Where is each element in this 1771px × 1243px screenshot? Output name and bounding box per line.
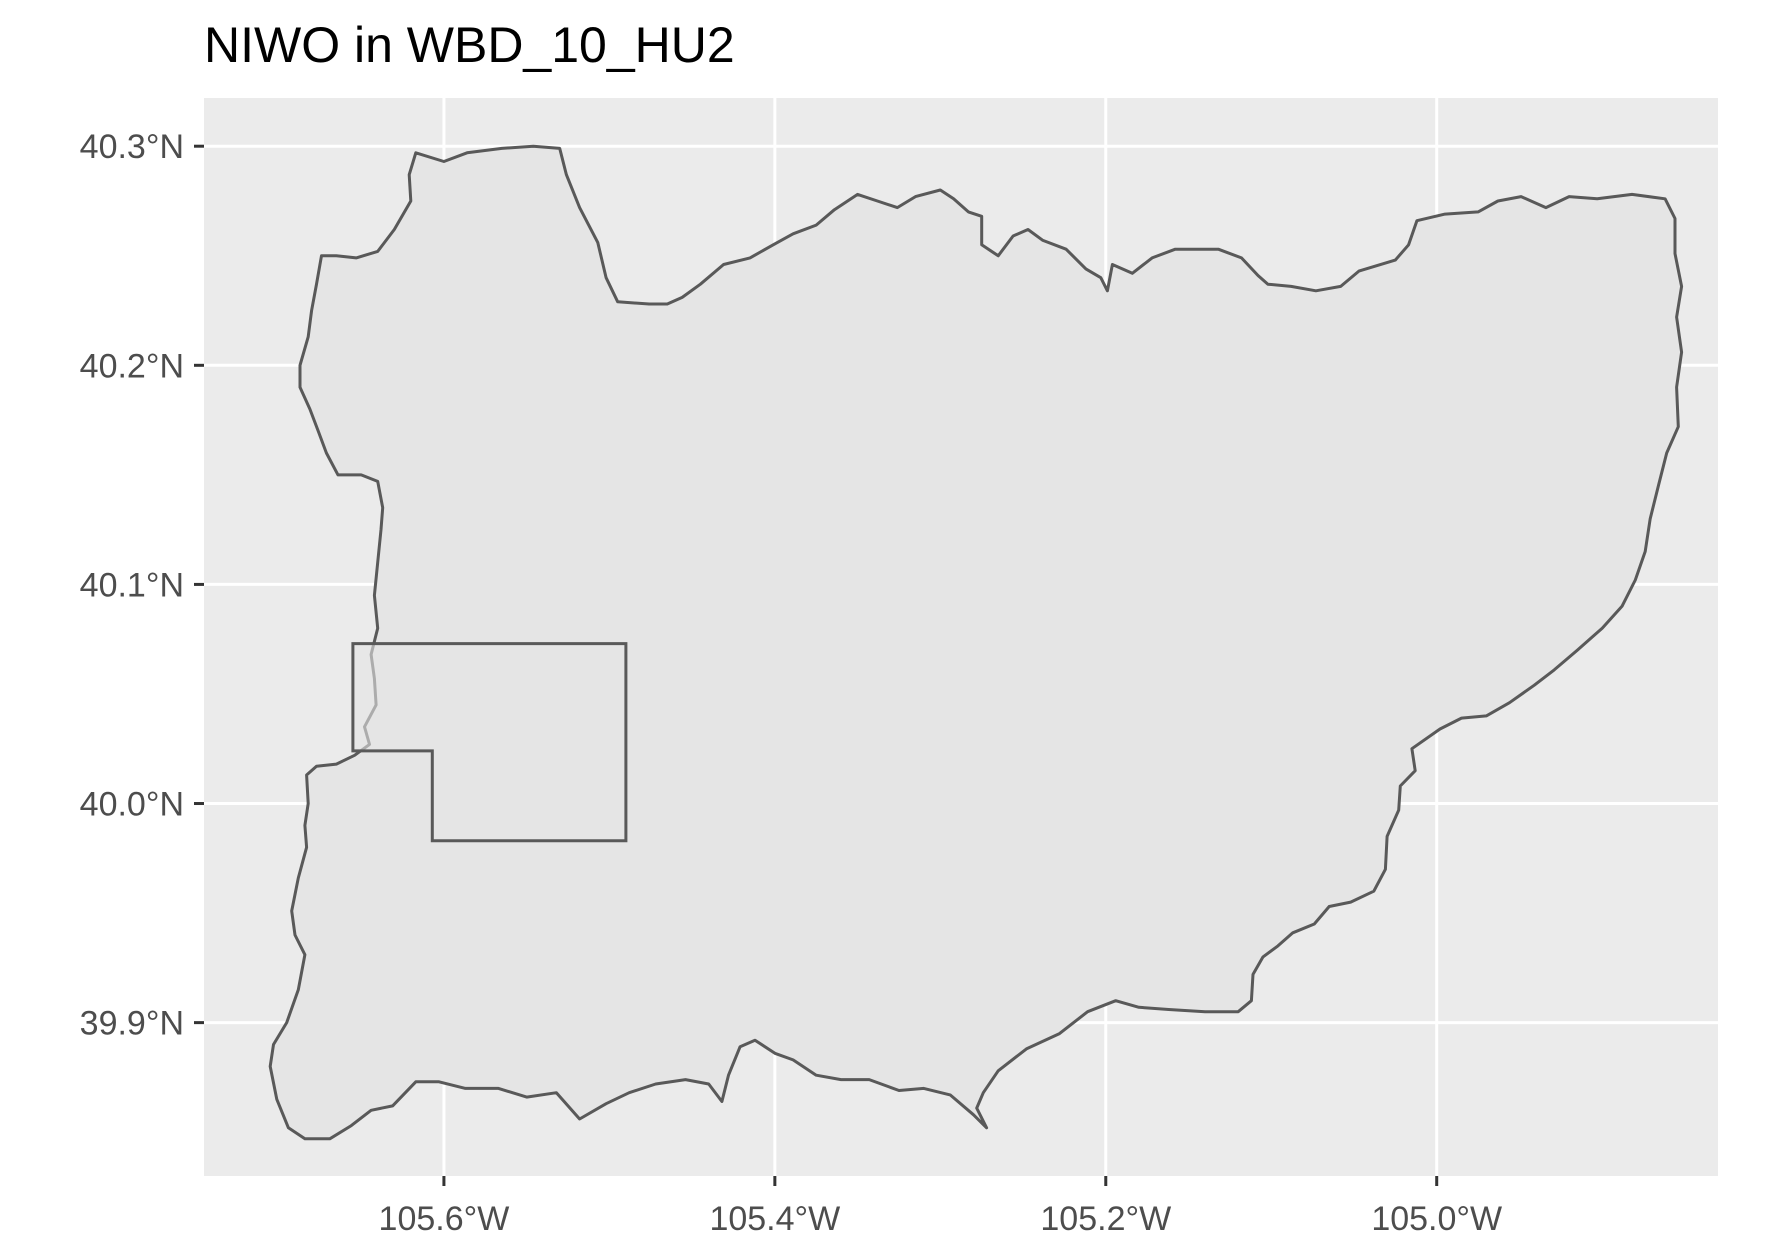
- x-axis: 105.6°W 105.4°W 105.2°W 105.0°W: [379, 1176, 1502, 1238]
- y-tick-label: 40.1°N: [80, 566, 184, 604]
- map-layers: [268, 144, 1684, 1141]
- x-tick-label: 105.6°W: [379, 1200, 510, 1238]
- x-tick-label: 105.2°W: [1040, 1200, 1171, 1238]
- y-tick-label: 40.0°N: [80, 786, 184, 824]
- y-tick-label: 40.2°N: [80, 347, 184, 385]
- map-title: NIWO in WBD_10_HU2: [204, 17, 735, 73]
- y-tick-label: 39.9°N: [80, 1005, 184, 1043]
- x-tick-label: 105.0°W: [1371, 1200, 1502, 1238]
- y-tick-label: 40.3°N: [80, 128, 184, 166]
- niwo-site-boundary[interactable]: [351, 642, 628, 843]
- y-axis: 39.9°N 40.0°N 40.1°N 40.2°N 40.3°N: [80, 128, 204, 1043]
- watershed-polygon[interactable]: [268, 144, 1684, 1141]
- x-tick-label: 105.4°W: [709, 1200, 840, 1238]
